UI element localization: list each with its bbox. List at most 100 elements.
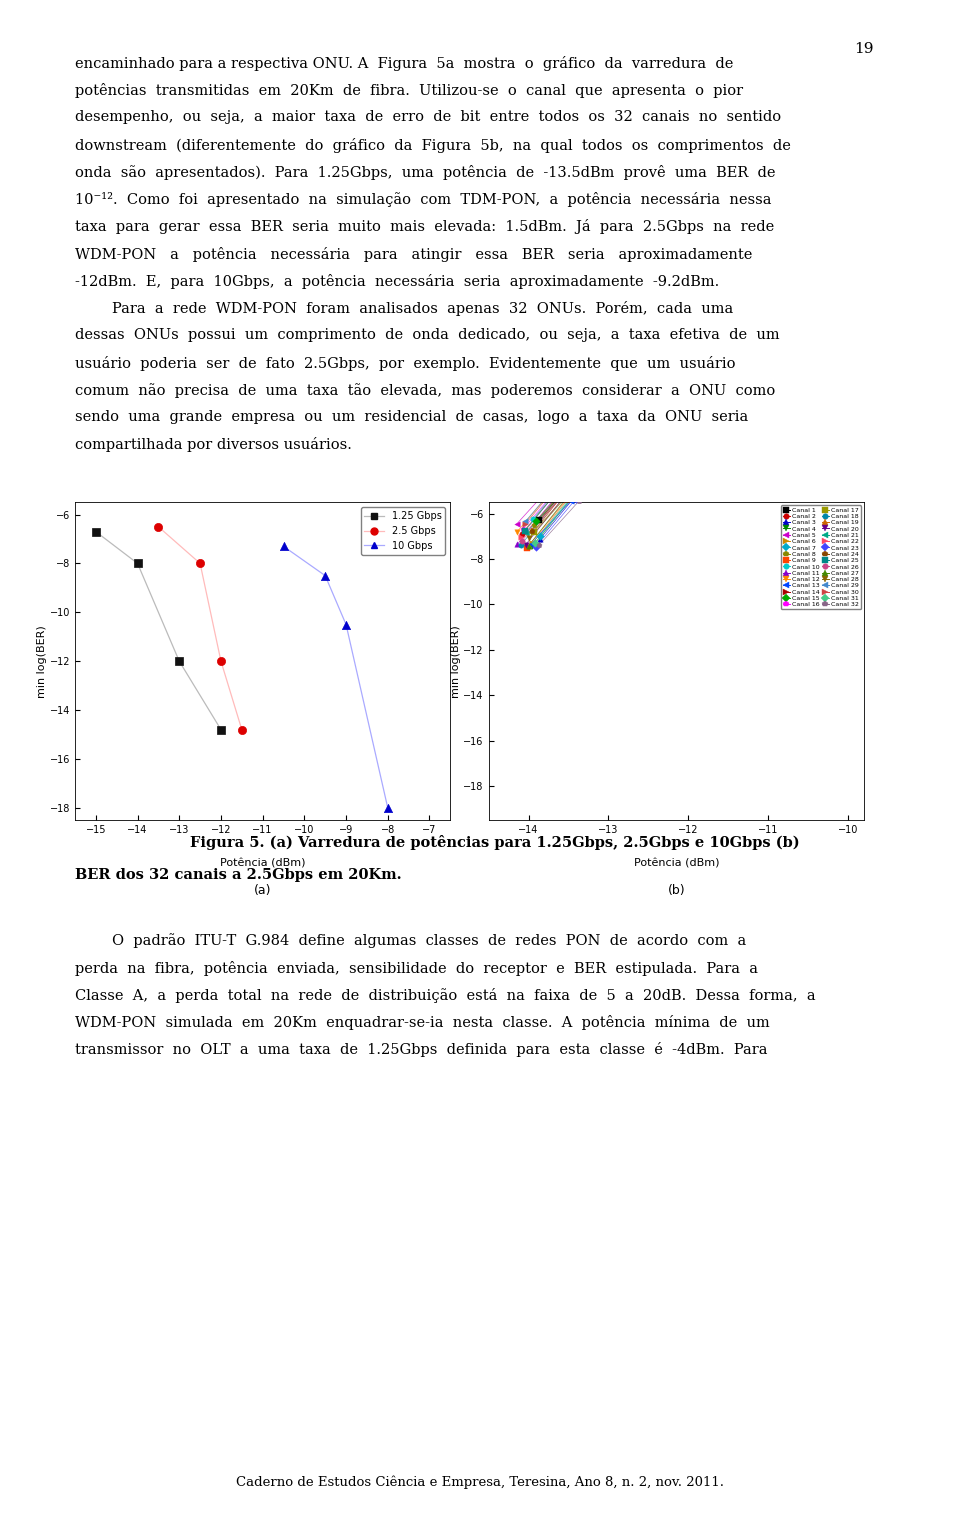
Point: [638, 384, 654, 409]
Point: [715, 283, 731, 307]
Point: [598, 433, 613, 457]
Text: Potência (dBm): Potência (dBm): [220, 858, 305, 868]
Point: [669, 334, 684, 359]
Point: [517, 513, 533, 537]
Point: [634, 392, 649, 416]
Point: [764, 241, 780, 265]
Point: [553, 484, 568, 508]
Point: [721, 301, 736, 325]
Point: [717, 271, 732, 295]
Point: [525, 507, 540, 531]
Point: [765, 253, 780, 277]
Point: [88, 519, 104, 543]
Point: [685, 342, 701, 366]
Text: usuário  poderia  ser  de  fato  2.5Gbps,  por  exemplo.  Evidentemente  que  um: usuário poderia ser de fato 2.5Gbps, por…: [75, 356, 735, 371]
Text: desempenho,  ou  seja,  a  maior  taxa  de  erro  de  bit  entre  todos  os  32 : desempenho, ou seja, a maior taxa de err…: [75, 110, 781, 124]
Text: Figura 5. (a) Varredura de potências para 1.25Gbps, 2.5Gbps e 10Gbps (b): Figura 5. (a) Varredura de potências par…: [190, 835, 800, 850]
Text: sendo  uma  grande  empresa  ou  um  residencial  de  casas,  logo  a  taxa  da : sendo uma grande empresa ou um residenci…: [75, 410, 748, 424]
Point: [558, 471, 573, 495]
Point: [630, 378, 645, 402]
Point: [684, 310, 700, 334]
Point: [761, 256, 777, 280]
Point: [606, 431, 621, 455]
Point: [687, 343, 703, 368]
Point: [709, 284, 725, 309]
Text: 19: 19: [854, 42, 874, 56]
Point: [630, 384, 645, 409]
Point: [604, 430, 619, 454]
Point: [684, 333, 700, 357]
Text: BER dos 32 canais a 2.5Gbps em 20Km.: BER dos 32 canais a 2.5Gbps em 20Km.: [75, 868, 401, 882]
Text: 10⁻¹².  Como  foi  apresentado  na  simulação  com  TDM-PON,  a  potência  neces: 10⁻¹². Como foi apresentado na simulação…: [75, 192, 772, 207]
Point: [771, 235, 786, 259]
Point: [717, 274, 732, 298]
Point: [728, 289, 743, 313]
Point: [652, 401, 667, 425]
Point: [518, 520, 534, 545]
Point: [593, 437, 609, 461]
Point: [669, 331, 684, 356]
Point: [708, 292, 724, 316]
Point: [607, 419, 622, 443]
Point: [652, 383, 667, 407]
Point: [510, 519, 525, 543]
Text: WDM-PON   a   potência   necessária   para   atingir   essa   BER   seria   apro: WDM-PON a potência necessária para ating…: [75, 247, 753, 262]
Point: [644, 368, 660, 392]
Point: [318, 563, 333, 587]
Point: [681, 333, 696, 357]
Point: [651, 371, 666, 395]
Point: [724, 289, 739, 313]
Point: [723, 315, 738, 339]
Point: [680, 340, 695, 365]
Point: [732, 278, 747, 303]
Point: [646, 372, 661, 396]
Point: [718, 283, 733, 307]
Point: [674, 348, 689, 372]
Point: [637, 368, 653, 392]
Point: [513, 533, 528, 557]
Point: [517, 519, 533, 543]
Point: [639, 389, 655, 413]
Point: [757, 222, 773, 247]
Point: [151, 514, 166, 539]
Point: [380, 796, 396, 820]
Point: [517, 510, 533, 534]
Point: [524, 534, 540, 558]
Point: [634, 378, 649, 402]
Point: [558, 475, 573, 499]
Point: [532, 523, 547, 548]
Point: [766, 221, 781, 245]
Point: [609, 421, 624, 445]
Point: [717, 275, 732, 300]
Point: [684, 337, 700, 362]
Point: [562, 481, 577, 505]
Point: [338, 613, 353, 637]
Point: [516, 517, 531, 542]
Point: [213, 649, 228, 673]
Point: [725, 283, 740, 307]
Point: [593, 434, 609, 458]
Point: [732, 313, 747, 337]
Point: [652, 377, 667, 401]
Point: [682, 345, 697, 369]
Point: [678, 333, 693, 357]
Point: [555, 471, 570, 495]
Point: [646, 386, 661, 410]
Point: [524, 519, 540, 543]
Point: [597, 421, 612, 445]
Point: [565, 475, 581, 499]
Point: [528, 508, 543, 533]
Point: [612, 430, 627, 454]
Point: [644, 387, 660, 412]
Point: [719, 290, 734, 315]
Point: [608, 431, 623, 455]
Point: [726, 297, 741, 321]
Point: [561, 483, 576, 507]
Point: [691, 325, 707, 350]
Point: [648, 377, 663, 401]
Point: [558, 464, 573, 489]
Point: [726, 271, 741, 295]
Point: [553, 481, 568, 505]
Point: [603, 445, 618, 469]
Point: [644, 383, 660, 407]
